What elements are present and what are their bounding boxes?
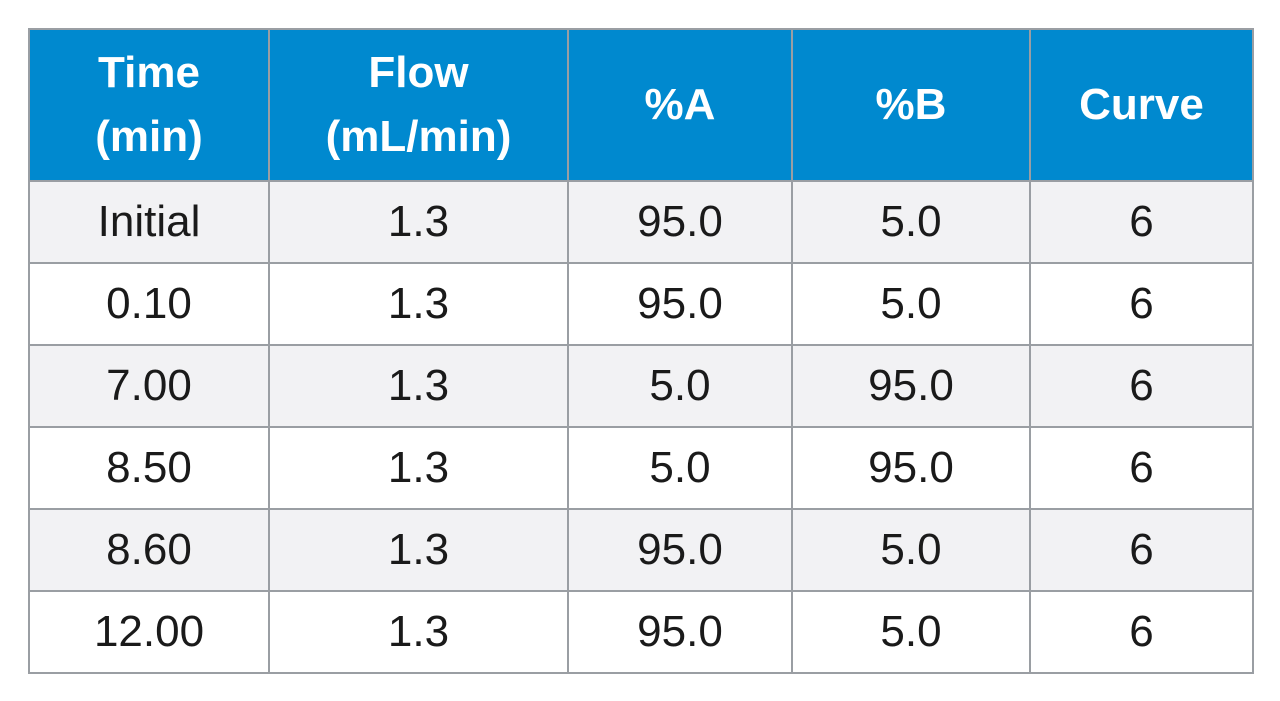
- header-label-line: Curve: [1079, 80, 1204, 129]
- cell-flow: 1.3: [268, 180, 569, 264]
- cell-curve: 6: [1029, 590, 1254, 674]
- cell-percent-b: 5.0: [791, 590, 1031, 674]
- cell-flow: 1.3: [268, 426, 569, 510]
- cell-percent-b: 95.0: [791, 426, 1031, 510]
- cell-flow: 1.3: [268, 262, 569, 346]
- cell-percent-a: 5.0: [567, 344, 793, 428]
- cell-flow: 1.3: [268, 590, 569, 674]
- table-row: Initial 1.3 95.0 5.0 6: [28, 180, 1254, 264]
- table-header: Time (min) Flow (mL/min) %A %B Curve: [28, 28, 1254, 182]
- header-row: Time (min) Flow (mL/min) %A %B Curve: [28, 28, 1254, 182]
- cell-time: 8.60: [28, 508, 270, 592]
- header-label-line: %B: [875, 80, 947, 129]
- cell-percent-a: 95.0: [567, 180, 793, 264]
- cell-percent-b: 5.0: [791, 262, 1031, 346]
- cell-percent-a: 5.0: [567, 426, 793, 510]
- cell-time: 0.10: [28, 262, 270, 346]
- cell-curve: 6: [1029, 344, 1254, 428]
- header-percent-a: %A: [567, 28, 793, 182]
- cell-time: 7.00: [28, 344, 270, 428]
- header-curve: Curve: [1029, 28, 1254, 182]
- table-row: 8.60 1.3 95.0 5.0 6: [28, 508, 1254, 592]
- cell-time: 12.00: [28, 590, 270, 674]
- cell-curve: 6: [1029, 180, 1254, 264]
- cell-percent-a: 95.0: [567, 590, 793, 674]
- cell-flow: 1.3: [268, 344, 569, 428]
- cell-percent-a: 95.0: [567, 262, 793, 346]
- cell-percent-b: 95.0: [791, 344, 1031, 428]
- cell-flow: 1.3: [268, 508, 569, 592]
- header-label-line: (mL/min): [325, 112, 512, 161]
- table-row: 7.00 1.3 5.0 95.0 6: [28, 344, 1254, 428]
- header-label-line: (min): [95, 112, 203, 161]
- table-row: 0.10 1.3 95.0 5.0 6: [28, 262, 1254, 346]
- cell-percent-b: 5.0: [791, 180, 1031, 264]
- cell-curve: 6: [1029, 508, 1254, 592]
- gradient-table: Time (min) Flow (mL/min) %A %B Curve Initial 1.…: [28, 28, 1254, 674]
- header-flow: Flow (mL/min): [268, 28, 569, 182]
- cell-percent-b: 5.0: [791, 508, 1031, 592]
- header-label-line: Time: [98, 48, 200, 97]
- cell-percent-a: 95.0: [567, 508, 793, 592]
- table-body: Initial 1.3 95.0 5.0 6 0.10 1.3 95.0 5.0 6 7.00 1.3…: [28, 180, 1254, 674]
- cell-curve: 6: [1029, 426, 1254, 510]
- table-row: 8.50 1.3 5.0 95.0 6: [28, 426, 1254, 510]
- header-percent-b: %B: [791, 28, 1031, 182]
- cell-time: 8.50: [28, 426, 270, 510]
- header-label-line: %A: [644, 80, 716, 129]
- cell-time: Initial: [28, 180, 270, 264]
- header-label-line: Flow: [368, 48, 469, 97]
- header-time: Time (min): [28, 28, 270, 182]
- cell-curve: 6: [1029, 262, 1254, 346]
- table-row: 12.00 1.3 95.0 5.0 6: [28, 590, 1254, 674]
